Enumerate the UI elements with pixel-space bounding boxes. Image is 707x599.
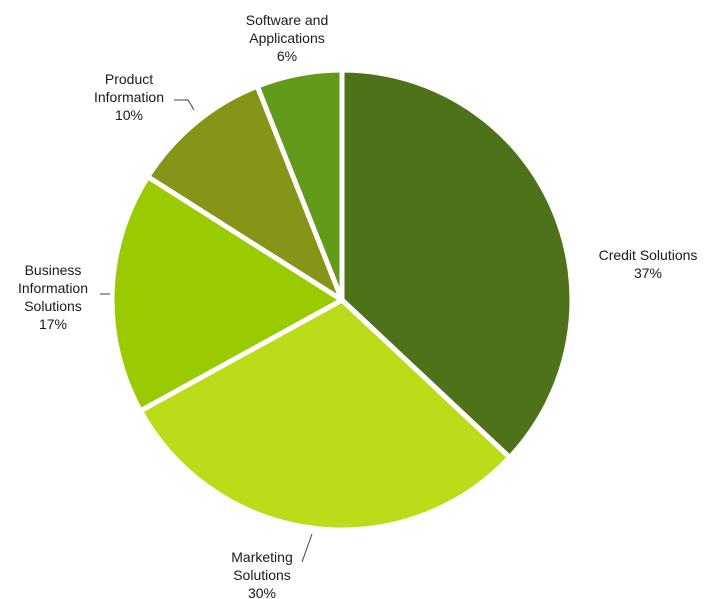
slice-label-software-and-applications: Software and Applications 6% (246, 12, 329, 64)
slice-label-marketing-solutions: Marketing Solutions 30% (231, 549, 292, 599)
pie-slice-software-and-applications (254, 67, 345, 303)
leader-lines (100, 99, 313, 563)
pie-slices (109, 67, 575, 533)
leader-line-marketing-solutions (301, 533, 313, 563)
pie-slice-business-information-solutions (109, 174, 345, 414)
pie-slice-product-information (145, 83, 345, 303)
slice-labels: Credit Solutions 37% Marketing Solutions 30%… (18, 12, 697, 599)
slice-label-product-information: Product Information 10% (94, 71, 164, 123)
leader-line-product-information (174, 99, 195, 111)
pie-slice-credit-solutions (339, 67, 575, 460)
pie-slice-marketing-solutions (137, 297, 513, 533)
slice-label-business-information-solutions: Business Information Solutions 17% (18, 262, 88, 332)
slice-label-credit-solutions: Credit Solutions 37% (599, 247, 698, 281)
